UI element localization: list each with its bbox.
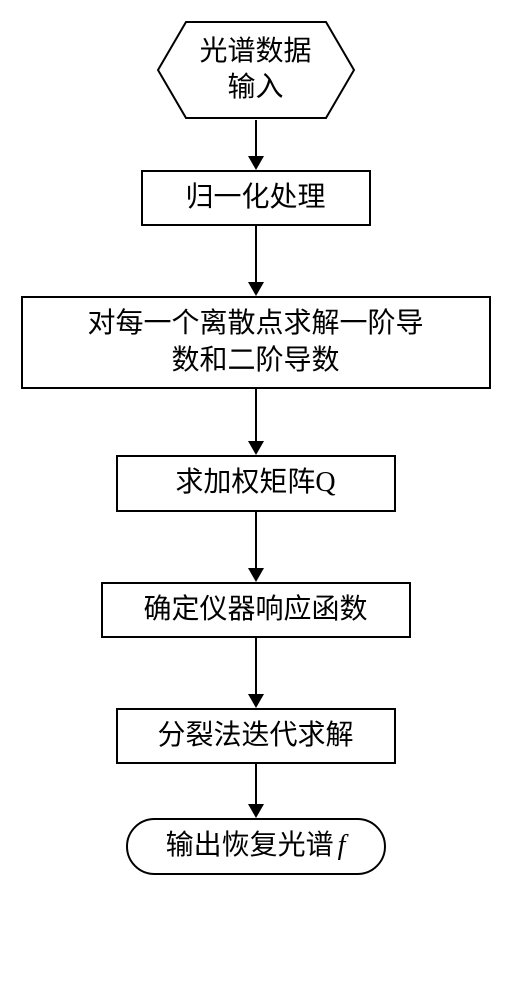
weight-matrix-node: 求加权矩阵Q xyxy=(116,455,396,511)
response-function-label: 确定仪器响应函数 xyxy=(143,592,367,628)
response-function-node: 确定仪器响应函数 xyxy=(101,582,411,638)
arrow-line xyxy=(255,226,257,282)
arrow-2 xyxy=(248,226,264,296)
arrow-head xyxy=(248,441,264,455)
arrow-head xyxy=(248,282,264,296)
arrow-4 xyxy=(248,512,264,582)
weight-matrix-label: 求加权矩阵Q xyxy=(175,465,335,501)
normalize-node: 归一化处理 xyxy=(141,170,371,226)
start-line1: 光谱数据 xyxy=(199,34,311,70)
arrow-5 xyxy=(248,638,264,708)
arrow-line xyxy=(255,638,257,694)
flowchart-container: 光谱数据 输入 归一化处理 对每一个离散点求解一阶导 数和二阶导数 求加权矩阵Q… xyxy=(11,20,501,875)
derivative-line1: 对每一个离散点求解一阶导 xyxy=(87,306,423,342)
arrow-head xyxy=(248,568,264,582)
arrow-line xyxy=(255,764,257,804)
arrow-3 xyxy=(248,389,264,455)
arrow-line xyxy=(255,512,257,568)
arrow-head xyxy=(248,694,264,708)
derivative-node: 对每一个离散点求解一阶导 数和二阶导数 xyxy=(21,296,491,389)
split-iteration-label: 分裂法迭代求解 xyxy=(157,718,353,754)
start-line2: 输入 xyxy=(199,70,311,106)
start-node: 光谱数据 输入 xyxy=(156,20,356,120)
output-suffix: f xyxy=(338,828,346,864)
split-iteration-node: 分裂法迭代求解 xyxy=(116,708,396,764)
normalize-label: 归一化处理 xyxy=(185,180,325,216)
output-label: 输出恢复光谱 xyxy=(166,828,334,864)
arrow-head xyxy=(248,804,264,818)
output-node: 输出恢复光谱f xyxy=(126,818,386,874)
derivative-line2: 数和二阶导数 xyxy=(87,343,423,379)
arrow-line xyxy=(255,389,257,441)
arrow-head xyxy=(248,156,264,170)
derivative-text: 对每一个离散点求解一阶导 数和二阶导数 xyxy=(87,306,423,379)
arrow-6 xyxy=(248,764,264,818)
arrow-1 xyxy=(248,120,264,170)
arrow-line xyxy=(255,120,257,156)
start-node-text: 光谱数据 输入 xyxy=(199,34,311,107)
